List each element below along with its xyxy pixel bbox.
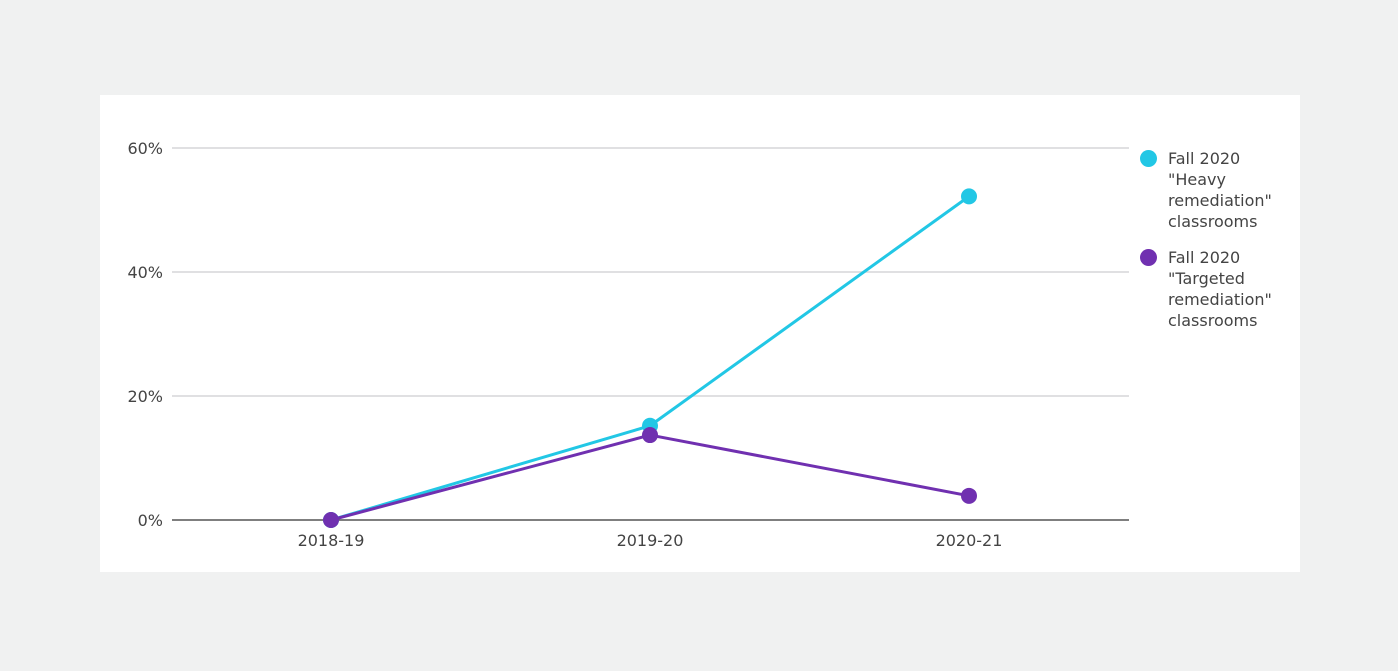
series-line-1 — [329, 433, 971, 522]
legend-label-line: classrooms — [1168, 311, 1258, 330]
legend-label-line: classrooms — [1168, 212, 1258, 231]
legend: Fall 2020 "Heavy remediation" classrooms Fal… — [1140, 148, 1290, 346]
legend-swatch — [1140, 150, 1157, 167]
legend-swatch — [1140, 249, 1157, 266]
series-lines — [323, 188, 977, 528]
data-point — [961, 188, 977, 205]
y-tick-label: 60% — [127, 139, 163, 158]
y-tick-label: 20% — [127, 387, 163, 406]
legend-item: Fall 2020 "Targeted remediation" classrooms — [1140, 247, 1290, 331]
x-tick-label: 2018-19 — [298, 531, 365, 550]
y-tick-label: 0% — [138, 511, 163, 530]
x-axis-tick-labels: 2018-19 2019-20 2020-21 — [298, 531, 1003, 550]
legend-item: Fall 2020 "Heavy remediation" classrooms — [1140, 148, 1290, 232]
legend-label-line: "Targeted — [1168, 269, 1245, 288]
data-point — [323, 512, 339, 528]
legend-label-line: Fall 2020 — [1168, 149, 1241, 168]
y-tick-label: 40% — [127, 263, 163, 282]
legend-label-line: Fall 2020 — [1168, 248, 1241, 267]
x-tick-label: 2020-21 — [936, 531, 1003, 550]
data-point — [642, 427, 658, 444]
legend-label-line: remediation" — [1168, 191, 1272, 210]
chart-card — [100, 95, 1300, 572]
series-line-0 — [329, 194, 971, 522]
legend-label-line: remediation" — [1168, 290, 1272, 309]
legend-label-line: "Heavy — [1168, 170, 1226, 189]
data-point — [961, 487, 977, 504]
y-axis-tick-labels: 0% 20% 40% 60% — [127, 139, 163, 530]
x-tick-label: 2019-20 — [617, 531, 684, 550]
gridlines — [172, 147, 1129, 521]
